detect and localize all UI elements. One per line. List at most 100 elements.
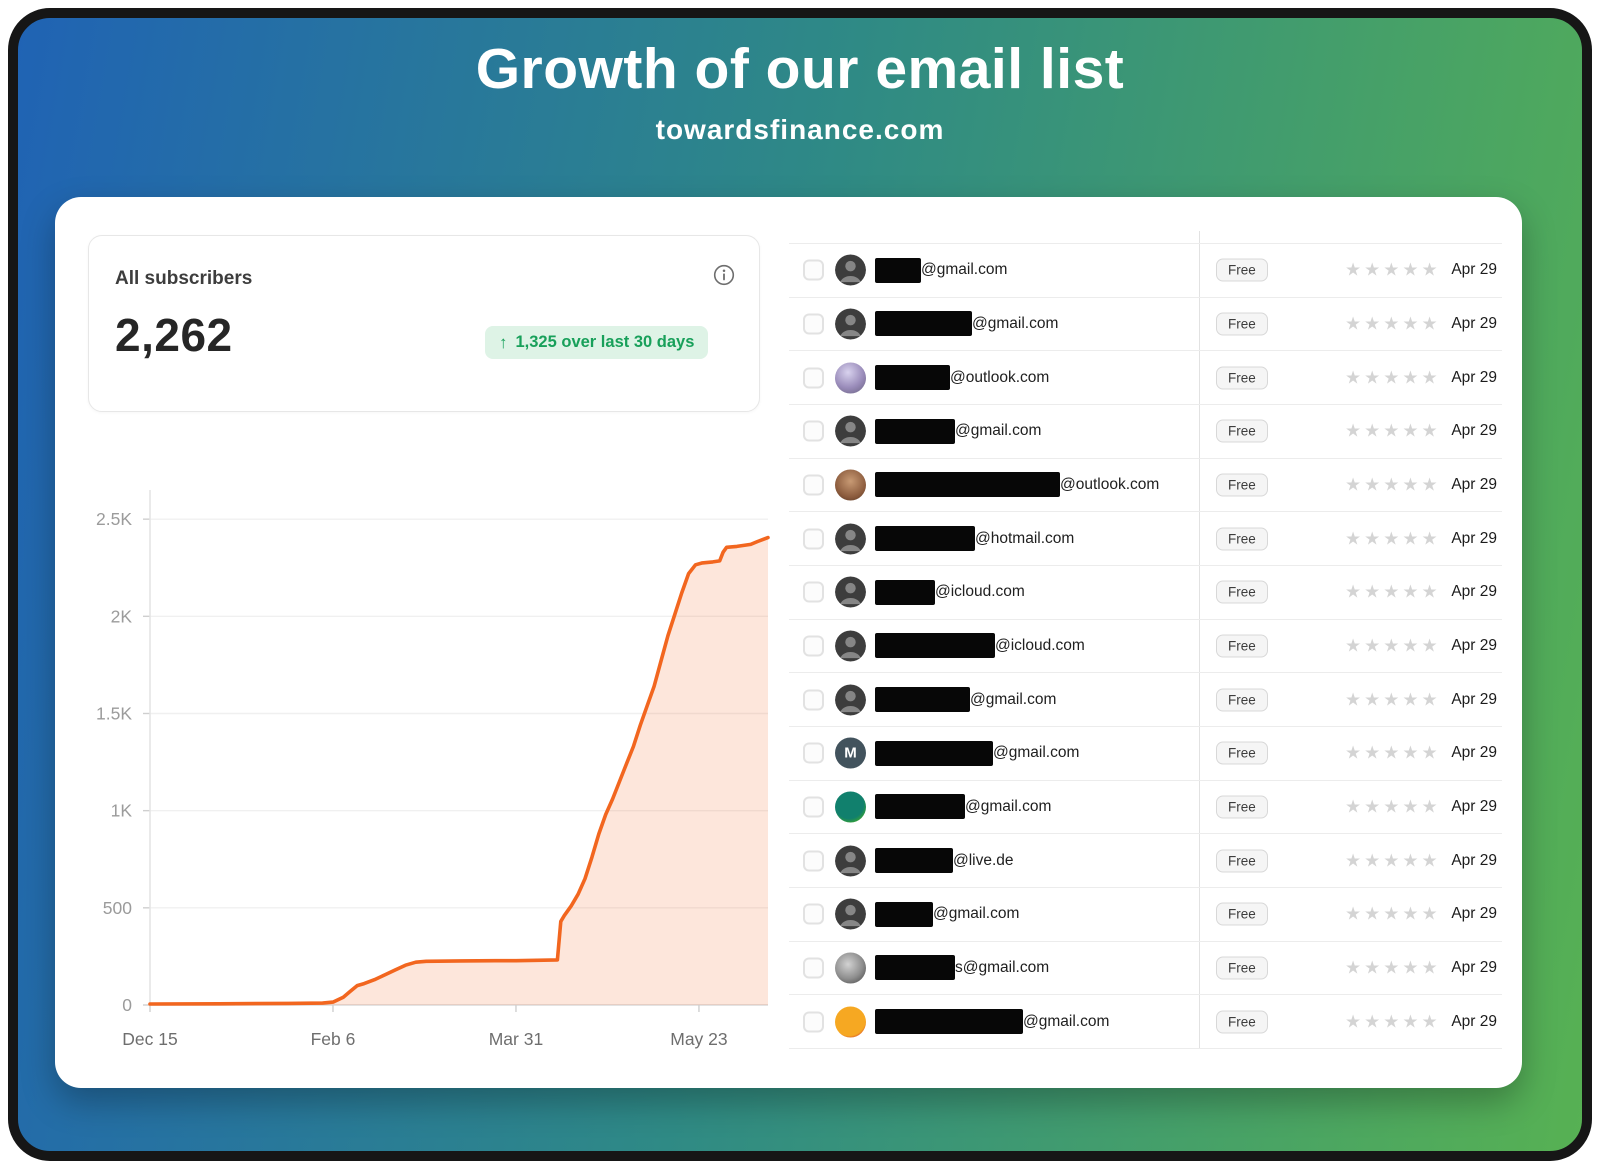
email-domain: @gmail.com [921, 261, 1008, 279]
redacted-email-bar [875, 794, 965, 820]
svg-text:500: 500 [103, 898, 132, 918]
subscriber-row[interactable]: @live.de Free ★★★★★ Apr 29 [789, 833, 1502, 887]
rating-stars[interactable]: ★★★★★ [1345, 259, 1441, 280]
rating-stars[interactable]: ★★★★★ [1345, 1011, 1441, 1032]
row-checkbox[interactable] [803, 796, 824, 818]
subscriber-row[interactable]: @hotmail.com Free ★★★★★ Apr 29 [789, 511, 1502, 565]
signup-date: Apr 29 [1451, 958, 1497, 976]
email-domain: @gmail.com [1023, 1012, 1110, 1030]
avatar [835, 362, 866, 394]
info-icon[interactable] [713, 264, 735, 286]
row-checkbox[interactable] [803, 367, 824, 389]
signup-date: Apr 29 [1451, 636, 1497, 654]
subscriber-list: @gmail.com Free ★★★★★ Apr 29 @gmail.com … [789, 231, 1502, 1049]
row-checkbox[interactable] [803, 474, 824, 496]
svg-text:2K: 2K [111, 606, 133, 626]
rating-stars[interactable]: ★★★★★ [1345, 742, 1441, 763]
rating-stars[interactable]: ★★★★★ [1345, 313, 1441, 334]
redacted-email-bar [875, 311, 972, 337]
avatar [835, 845, 866, 877]
plan-badge: Free [1216, 366, 1268, 390]
email-cell: @gmail.com [875, 781, 1051, 834]
avatar [835, 952, 866, 984]
email-domain: @live.de [953, 851, 1014, 869]
subscriber-row[interactable]: @icloud.com Free ★★★★★ Apr 29 [789, 618, 1502, 673]
list-bottom-border [789, 1048, 1502, 1049]
rating-stars[interactable]: ★★★★★ [1345, 689, 1441, 710]
plan-badge: Free [1216, 580, 1268, 604]
plan-badge: Free [1216, 795, 1268, 819]
subscriber-row[interactable]: @outlook.com Free ★★★★★ Apr 29 [789, 457, 1502, 512]
signup-date: Apr 29 [1451, 744, 1497, 762]
subscriber-row[interactable]: @gmail.com Free ★★★★★ Apr 29 [789, 672, 1502, 726]
plan-badge: Free [1216, 258, 1268, 282]
redacted-email-bar [875, 633, 995, 659]
rating-stars[interactable]: ★★★★★ [1345, 903, 1441, 924]
email-domain: @hotmail.com [975, 529, 1075, 547]
avatar [835, 523, 866, 555]
subscriber-row[interactable]: @icloud.com Free ★★★★★ Apr 29 [789, 564, 1502, 619]
avatar [835, 684, 866, 716]
redacted-email-bar [875, 579, 935, 605]
row-checkbox[interactable] [803, 635, 824, 657]
signup-date: Apr 29 [1451, 475, 1497, 493]
subscriber-row[interactable]: @gmail.com Free ★★★★★ Apr 29 [789, 243, 1502, 297]
email-cell: @outlook.com [875, 459, 1159, 512]
svg-text:Dec 15: Dec 15 [122, 1029, 177, 1049]
email-domain: @outlook.com [950, 368, 1050, 386]
rating-stars[interactable]: ★★★★★ [1345, 474, 1441, 495]
rating-stars[interactable]: ★★★★★ [1345, 528, 1441, 549]
email-cell: @hotmail.com [875, 512, 1074, 565]
rating-stars[interactable]: ★★★★★ [1345, 367, 1441, 388]
rating-stars[interactable]: ★★★★★ [1345, 850, 1441, 871]
up-arrow-icon: ↑ [499, 332, 508, 352]
row-checkbox[interactable] [803, 1011, 824, 1033]
avatar [835, 308, 866, 340]
subscriber-row[interactable]: @gmail.com Free ★★★★★ Apr 29 [789, 779, 1502, 834]
stat-label: All subscribers [115, 268, 253, 289]
email-cell: @gmail.com [875, 405, 1041, 458]
rating-stars[interactable]: ★★★★★ [1345, 635, 1441, 656]
plan-badge: Free [1216, 741, 1268, 765]
subscriber-row[interactable]: s@gmail.com Free ★★★★★ Apr 29 [789, 940, 1502, 995]
dashboard-card: All subscribers 2,262 ↑ 1,325 over last … [55, 197, 1522, 1088]
subscriber-row[interactable]: @gmail.com Free ★★★★★ Apr 29 [789, 886, 1502, 941]
email-cell: @gmail.com [875, 727, 1079, 780]
signup-date: Apr 29 [1451, 261, 1497, 279]
row-checkbox[interactable] [803, 313, 824, 335]
row-checkbox[interactable] [803, 689, 824, 711]
row-checkbox[interactable] [803, 742, 824, 764]
svg-text:1.5K: 1.5K [96, 703, 132, 723]
avatar [835, 791, 866, 823]
subscriber-row[interactable]: @gmail.com Free ★★★★★ Apr 29 [789, 994, 1502, 1048]
subscriber-row[interactable]: M @gmail.com Free ★★★★★ Apr 29 [789, 725, 1502, 780]
avatar [835, 630, 866, 662]
rating-stars[interactable]: ★★★★★ [1345, 796, 1441, 817]
growth-chart-svg: 0 500 1K 1.5K 2K 2.5K Dec 15 Feb 6 Mar 31 May 23 [96, 490, 770, 1049]
email-cell: @gmail.com [875, 888, 1019, 941]
rating-stars[interactable]: ★★★★★ [1345, 581, 1441, 602]
row-checkbox[interactable] [803, 850, 824, 872]
subscriber-row[interactable]: @outlook.com Free ★★★★★ Apr 29 [789, 350, 1502, 404]
subscribers-stat-card: All subscribers 2,262 ↑ 1,325 over last … [88, 235, 760, 412]
row-checkbox[interactable] [803, 528, 824, 550]
rating-stars[interactable]: ★★★★★ [1345, 420, 1441, 441]
row-checkbox[interactable] [803, 581, 824, 603]
rating-stars[interactable]: ★★★★★ [1345, 957, 1441, 978]
row-checkbox[interactable] [803, 903, 824, 925]
svg-text:May 23: May 23 [670, 1029, 727, 1049]
plan-badge: Free [1216, 473, 1268, 497]
email-cell: @icloud.com [875, 620, 1085, 673]
email-cell: @icloud.com [875, 566, 1025, 619]
row-checkbox[interactable] [803, 420, 824, 442]
redacted-email-bar [875, 365, 950, 391]
email-domain: @gmail.com [965, 797, 1052, 815]
page-title: Growth of our email list [475, 37, 1125, 101]
avatar [835, 254, 866, 286]
row-checkbox[interactable] [803, 259, 824, 281]
plan-badge: Free [1216, 902, 1268, 926]
subscriber-row[interactable]: @gmail.com Free ★★★★★ Apr 29 [789, 403, 1502, 458]
subscriber-row[interactable]: @gmail.com Free ★★★★★ Apr 29 [789, 296, 1502, 351]
row-checkbox[interactable] [803, 957, 824, 979]
email-domain: @gmail.com [972, 314, 1059, 332]
